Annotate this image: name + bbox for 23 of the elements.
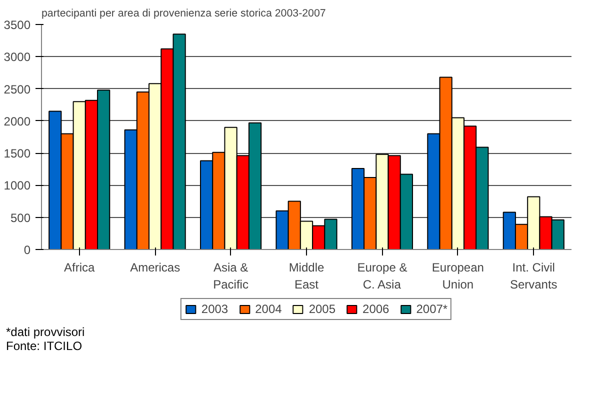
y-tick-label: 1500 [4, 146, 31, 161]
legend-label: 2005 [308, 302, 336, 316]
text: *dati provvisori [6, 324, 85, 341]
x-tick-label: Americas [130, 260, 180, 274]
x-tick-label: Int. Civil Servants [510, 260, 558, 292]
y-tick-label: 1000 [4, 178, 31, 193]
y-tick-label: 2000 [4, 114, 31, 128]
y-tick-label: 3000 [4, 50, 31, 64]
x-tick-label: Middle East [288, 260, 324, 292]
y-tick-label: 3500 [4, 18, 31, 32]
x-tick-label: Asia & Pacific [213, 260, 248, 292]
source-note: Fonte: ITCILO [6, 338, 82, 355]
x-tick-label: Europe & C. Asia [357, 260, 408, 292]
y-tick-label: 2500 [4, 82, 31, 96]
legend-label: 2006 [362, 302, 390, 316]
x-tick-label: Africa [64, 260, 96, 274]
legend-label: 2003 [201, 302, 228, 316]
legend-label: 2004 [255, 302, 282, 316]
y-tick-label: 500 [10, 210, 31, 225]
x-tick-label: European Union [432, 260, 484, 292]
y-tick-label: 0 [24, 243, 31, 257]
legend-label: 2007* [416, 302, 448, 316]
chart-title: partecipanti per area di provenienza serie storica 2003-2007 [42, 8, 326, 20]
